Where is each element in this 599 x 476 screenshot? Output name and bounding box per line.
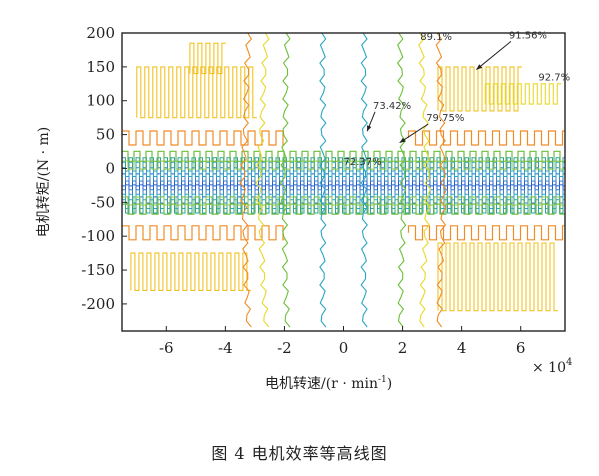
contour-label: 91.56% — [509, 30, 547, 41]
contour-89-1-line — [407, 130, 565, 146]
x-tick-label: 0 — [339, 339, 349, 357]
annotation-arrowhead — [367, 125, 372, 132]
x-axis-label: 电机转速/(r · min-1) — [265, 375, 392, 392]
y-tick-label: -50 — [91, 193, 115, 211]
contour-91-56-line — [437, 242, 558, 312]
contour-73-42-line — [319, 33, 327, 328]
x-tick-label: 4 — [457, 339, 467, 357]
contour-91-56-line — [130, 252, 251, 291]
contour-79-75-line — [396, 33, 407, 328]
contour-label: 92.7% — [538, 72, 570, 83]
y-tick-label: -150 — [81, 261, 115, 279]
x-tick-label: -4 — [218, 339, 233, 357]
contour-79-75-line — [122, 196, 565, 206]
y-axis-label: 电机转矩/(N · m) — [36, 127, 52, 238]
figure-caption: 图 4 电机效率等高线图 — [211, 444, 388, 463]
y-tick-label: -100 — [81, 227, 115, 245]
annotation-arrowhead — [399, 137, 406, 143]
contour-89-1-line — [407, 225, 565, 241]
y-tick-label: 150 — [86, 58, 115, 76]
contour-89-1-line — [435, 33, 447, 328]
contour-label: 73.42% — [373, 101, 411, 112]
contour-89-1-line — [239, 33, 253, 328]
y-axis: 200 150 100 50 0 -50 -100 -150 -200 — [81, 24, 127, 313]
x-tick-label: -2 — [277, 339, 292, 357]
contour-92-7-line — [418, 33, 431, 328]
contour-91-56-line — [136, 66, 257, 119]
contour-annotations: 72.37% 73.42% 79.75% 89.1% 91.56% 92.7% — [344, 30, 571, 168]
contour-92-7-line — [484, 83, 562, 105]
y-tick-label: 0 — [105, 159, 115, 177]
annotation-arrowhead — [476, 64, 483, 70]
y-tick-label: 50 — [96, 126, 115, 144]
contour-79-75-line — [122, 160, 565, 170]
x-tick-label: 6 — [516, 339, 526, 357]
x-tick-label: 2 — [398, 339, 408, 357]
annotation-arrow — [399, 123, 429, 144]
x-tick-label: -6 — [159, 339, 174, 357]
y-tick-label: 100 — [86, 92, 115, 110]
contour-79-75-line — [122, 150, 565, 162]
contour-79-75-line — [279, 33, 291, 328]
y-tick-label: -200 — [81, 295, 115, 313]
contour-label: 72.37% — [344, 157, 382, 168]
x-axis: -6 -4 -2 0 2 4 6 — [159, 326, 525, 357]
contour-92-7-line — [255, 33, 270, 328]
y-tick-label: 200 — [86, 24, 115, 42]
contour-label: 89.1% — [420, 32, 452, 43]
x-multiplier: × 104 — [532, 357, 572, 376]
contour-91-56-line — [189, 42, 226, 75]
contour-core-line — [122, 157, 565, 172]
annotation-arrow — [476, 41, 512, 70]
contour-89-1-line — [122, 130, 285, 146]
contour-label: 79.75% — [426, 113, 464, 124]
contour-73-42-line — [360, 33, 368, 328]
contour-lines — [122, 33, 565, 328]
